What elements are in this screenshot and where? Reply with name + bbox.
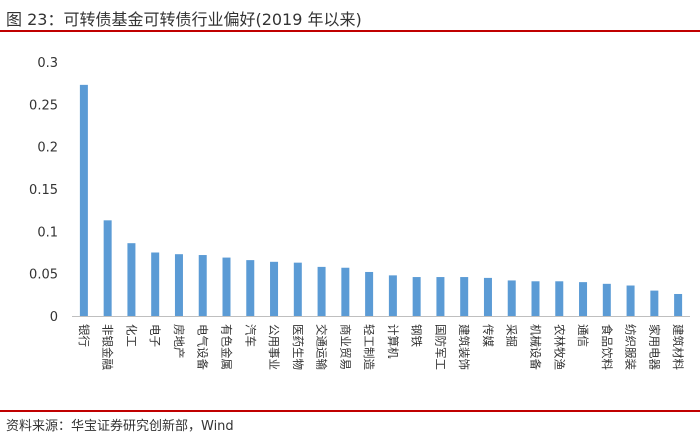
bar-21 xyxy=(579,282,588,316)
category-label: 银行 xyxy=(77,324,91,347)
bar-8 xyxy=(270,261,279,316)
bars xyxy=(79,84,683,316)
bar-25 xyxy=(674,293,683,316)
category-label: 电子 xyxy=(148,324,162,347)
category-label: 非银金融 xyxy=(101,324,115,370)
bar-13 xyxy=(388,275,397,316)
bar-4 xyxy=(174,254,183,316)
category-label: 建筑材料 xyxy=(671,324,685,370)
category-label: 房地产 xyxy=(172,324,186,359)
category-label: 汽车 xyxy=(243,324,257,347)
bar-2 xyxy=(127,243,136,316)
bar-11 xyxy=(341,267,350,316)
y-tick-label: 0.1 xyxy=(37,225,58,240)
bar-17 xyxy=(483,277,492,316)
bar-1 xyxy=(103,220,112,316)
bar-5 xyxy=(198,255,207,316)
y-tick-label: 0.3 xyxy=(37,56,58,71)
bar-12 xyxy=(365,271,374,316)
bar-6 xyxy=(222,257,231,316)
y-tick-label: 0.2 xyxy=(37,141,58,156)
category-label: 机械设备 xyxy=(529,324,543,370)
category-label: 交通运输 xyxy=(315,324,329,370)
category-label: 计算机 xyxy=(386,324,400,359)
category-label: 通信 xyxy=(576,324,590,347)
category-label: 商业贸易 xyxy=(338,324,352,370)
category-label: 轻工制造 xyxy=(362,324,376,370)
bar-3 xyxy=(151,252,160,316)
category-label: 食品饮料 xyxy=(600,324,614,370)
bar-24 xyxy=(650,290,659,316)
category-label: 有色金属 xyxy=(220,324,234,370)
y-tick-label: 0.25 xyxy=(29,98,58,113)
y-tick-label: 0 xyxy=(50,310,58,325)
bar-23 xyxy=(626,285,635,316)
bar-0 xyxy=(79,84,88,316)
bar-15 xyxy=(436,277,445,316)
category-label: 采掘 xyxy=(505,324,519,347)
bar-19 xyxy=(531,281,540,316)
footer-rule xyxy=(0,410,700,412)
title-rule xyxy=(0,30,700,32)
category-label: 传媒 xyxy=(481,324,495,347)
category-label: 国防军工 xyxy=(433,324,447,370)
category-label: 纺织服装 xyxy=(624,324,638,370)
category-label: 化工 xyxy=(124,324,138,347)
category-label: 钢铁 xyxy=(410,324,424,347)
category-label: 电气设备 xyxy=(196,324,210,370)
bar-7 xyxy=(246,260,255,316)
category-label: 建筑装饰 xyxy=(457,324,471,370)
bar-16 xyxy=(460,277,469,316)
figure-title: 图 23：可转债基金可转债行业偏好(2019 年以来) xyxy=(6,10,362,29)
category-label: 医药生物 xyxy=(291,324,305,370)
bar-22 xyxy=(602,283,611,316)
y-tick-label: 0.15 xyxy=(29,183,58,198)
bar-14 xyxy=(412,277,421,316)
category-label: 农林牧渔 xyxy=(552,324,566,370)
y-tick-label: 0.05 xyxy=(29,268,58,283)
bar-20 xyxy=(555,281,564,316)
bar-chart: 0 0.05 0.1 0.15 0.2 0.25 0.3 银行 非银金融 化工 电子 房地产 电气设备… xyxy=(29,56,690,370)
category-label: 家用电器 xyxy=(647,324,661,370)
bar-10 xyxy=(317,266,326,316)
bar-18 xyxy=(507,280,516,316)
category-label: 公用事业 xyxy=(267,324,281,370)
y-axis-ticks: 0 0.05 0.1 0.15 0.2 0.25 0.3 xyxy=(29,56,58,325)
bar-9 xyxy=(293,262,302,316)
source-note: 资料来源：华宝证券研究创新部，Wind xyxy=(6,419,234,434)
category-labels: 银行 非银金融 化工 电子 房地产 电气设备 有色金属 汽车 公用事业 医药生物 交通运输 商业贸易轻… xyxy=(77,324,685,370)
